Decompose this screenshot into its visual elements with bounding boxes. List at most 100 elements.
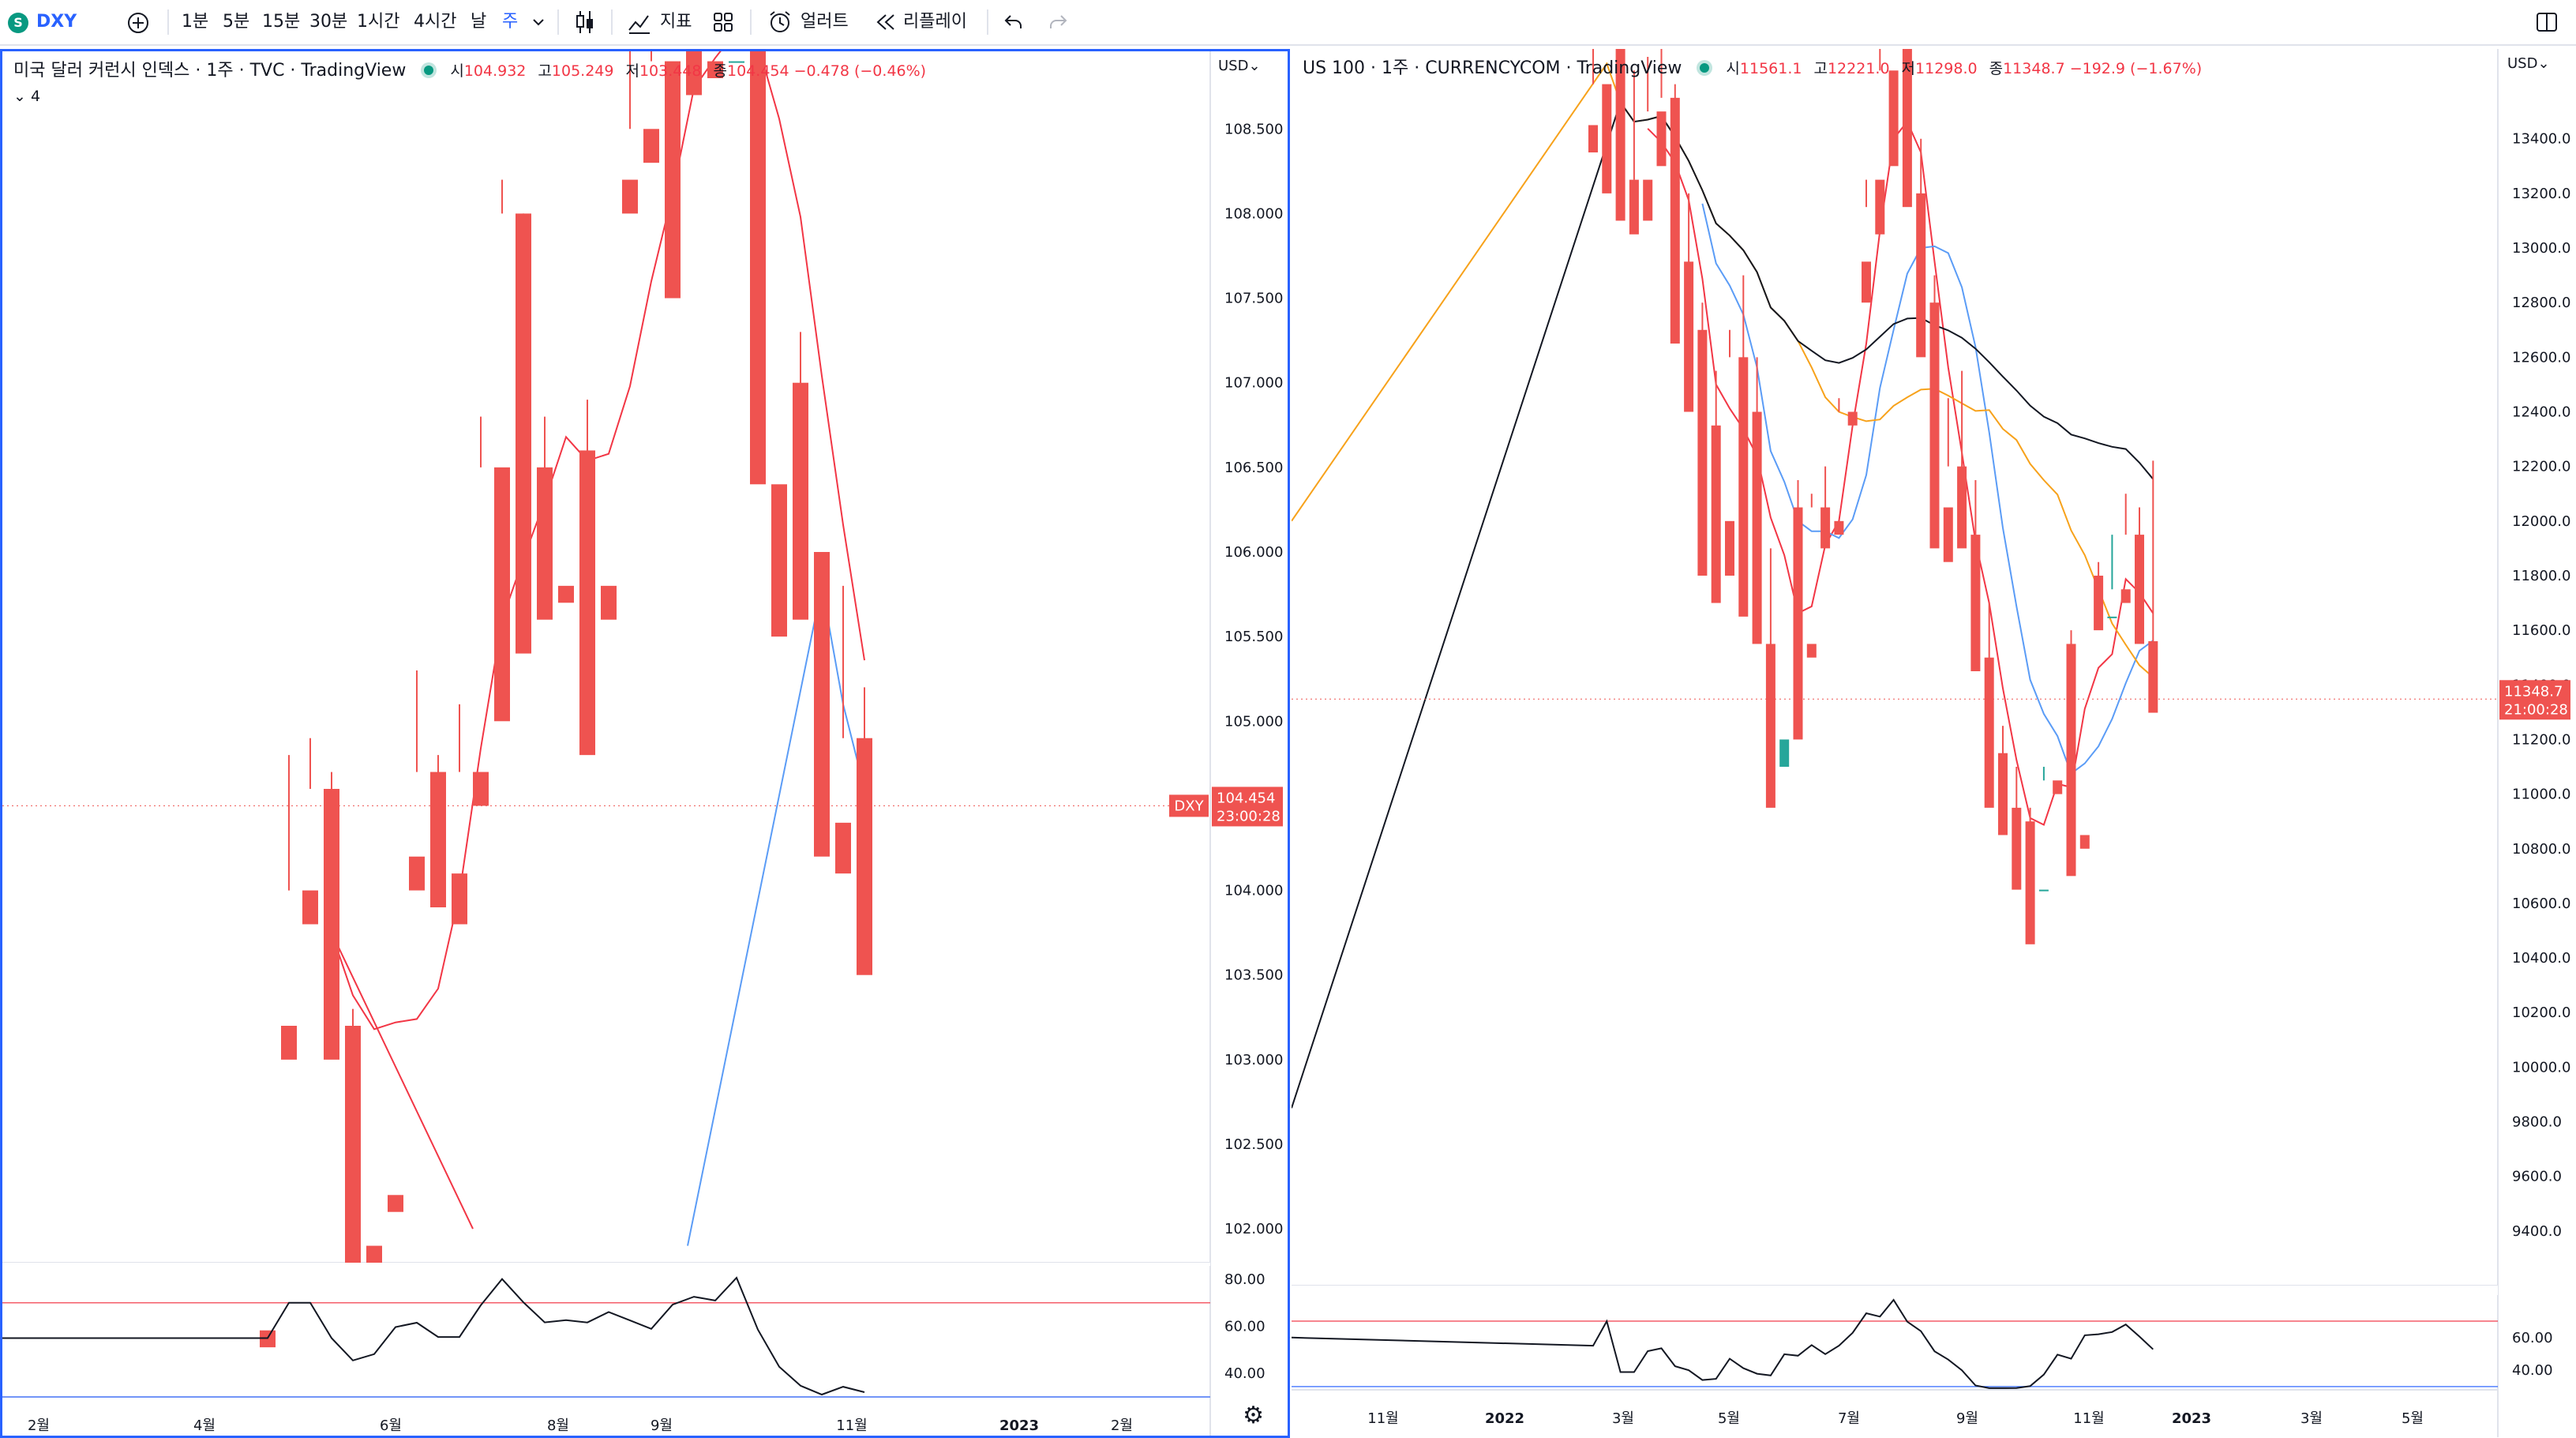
price-tick-label: 10200.0 <box>2512 1004 2570 1021</box>
candle-body <box>1738 357 1749 617</box>
time-tick-label: 6월 <box>380 1417 402 1434</box>
price-tick-label: 10400.0 <box>2512 950 2570 967</box>
split-layout-icon[interactable] <box>2536 11 2558 33</box>
price-tick-label: 108.500 <box>1224 121 1283 137</box>
interval-4h-button[interactable]: 4시간 <box>414 12 457 32</box>
market-open-status-icon <box>1700 63 1710 73</box>
candle-body <box>729 61 744 63</box>
ohlc-close-value: 104.454 −0.478 (−0.46%) <box>727 62 927 80</box>
interval-30m-button[interactable]: 30분 <box>309 12 348 32</box>
price-tick-label: 102.000 <box>1224 1221 1283 1237</box>
candle-body <box>1725 520 1734 576</box>
ohlc-key: 시 <box>450 62 464 80</box>
interval-15m-button[interactable]: 15분 <box>262 12 301 32</box>
replay-button[interactable]: 리플레이 <box>903 12 967 32</box>
alarm-clock-icon[interactable] <box>767 9 793 35</box>
time-tick-label: 9월 <box>1956 1410 1978 1427</box>
candle-type-icon[interactable] <box>573 9 597 35</box>
candle-body <box>1615 49 1625 221</box>
candle-body <box>1779 739 1790 768</box>
candle-body <box>2025 821 2035 944</box>
chart-pane-dxy[interactable]: 108.500 108.000 107.500 107.000 106.500 106.0… <box>0 49 1290 1438</box>
time-tick-label: 2022 <box>1485 1410 1524 1427</box>
candle-body <box>1684 261 1694 412</box>
replay-icon[interactable] <box>875 13 897 32</box>
symbol-logo-icon: S <box>8 13 28 33</box>
compare-add-icon[interactable] <box>126 11 150 35</box>
price-tick-label: 9400.0 <box>2512 1223 2562 1240</box>
candle-body <box>1588 125 1598 153</box>
oscillator-tick-label: 60.00 <box>1224 1319 1266 1335</box>
candle-body <box>1806 644 1817 658</box>
top-toolbar: S DXY 1분 5분 15분 30분 1시간 4시간 날 주 지표 <box>0 0 2576 46</box>
price-tick-label: 105.000 <box>1224 713 1283 730</box>
chart-pane-us100[interactable]: 13400.0 13200.0 13000.0 12800.0 12600.0 12400… <box>1292 49 2576 1438</box>
candle-body <box>686 51 702 96</box>
candle-body <box>430 772 446 907</box>
candle-body <box>665 61 681 298</box>
rsi-line <box>2 1276 865 1396</box>
moving-average-line <box>1701 203 2154 775</box>
indicators-button[interactable]: 지표 <box>660 12 692 32</box>
chevron-down-icon[interactable] <box>532 17 545 28</box>
us100-legend: US 100 · 1주 · CURRENCYCOM · TradingView … <box>1303 57 2208 81</box>
redo-icon[interactable] <box>1047 13 1069 32</box>
interval-1h-button[interactable]: 1시간 <box>357 12 400 32</box>
price-tick-label: 11000.0 <box>2512 787 2570 803</box>
time-tick-label: 11월 <box>2073 1410 2104 1427</box>
time-tick-label: 11월 <box>1367 1410 1398 1427</box>
candle-body <box>2038 889 2049 892</box>
price-tick-label: 9800.0 <box>2512 1114 2562 1131</box>
price-tick-label: 13200.0 <box>2512 186 2570 202</box>
indicator-count: 4 <box>30 88 41 105</box>
candle-body <box>1902 49 1912 208</box>
time-tick-label: 4월 <box>193 1417 216 1434</box>
oscillator-tick-label: 40.00 <box>1224 1365 1266 1382</box>
candle-body <box>452 873 467 925</box>
us100-chart-title: US 100 · 1주 · CURRENCYCOM · TradingView <box>1303 58 1682 78</box>
interval-1d-button[interactable]: 날 <box>471 12 487 32</box>
time-tick-label: 8월 <box>547 1417 569 1434</box>
price-tick-label: 103.500 <box>1224 967 1283 984</box>
candle-body <box>516 213 531 654</box>
time-tick-label: 3월 <box>2300 1410 2323 1427</box>
indicators-collapse-toggle[interactable]: ⌄ 4 <box>13 88 40 105</box>
time-tick-label: 7월 <box>1838 1410 1860 1427</box>
dxy-chart-canvas[interactable]: 108.500 108.000 107.500 107.000 106.500 106.0… <box>2 51 1288 1436</box>
pane-gap <box>2 1263 1210 1266</box>
toolbar-divider <box>987 9 988 35</box>
candle-body <box>1998 753 2008 835</box>
interval-1w-button[interactable]: 주 <box>502 12 519 32</box>
price-tick-label: 107.500 <box>1224 291 1283 307</box>
layout-grid-icon[interactable] <box>712 11 734 33</box>
ohlc-key: 저 <box>625 62 639 80</box>
currency-selector[interactable]: USD⌄ <box>2507 55 2550 72</box>
price-tick-label: 108.000 <box>1224 205 1283 222</box>
candle-body <box>771 484 787 637</box>
price-tick-label: 12600.0 <box>2512 349 2570 366</box>
last-price-value: 11348.7 <box>2504 683 2563 700</box>
settings-gear-icon[interactable]: ⚙ <box>1243 1402 1264 1429</box>
bar-countdown: 21:00:28 <box>2504 701 2568 718</box>
candle-body <box>494 467 510 722</box>
candle-body <box>1957 466 1967 549</box>
price-tick-label: 10800.0 <box>2512 841 2570 858</box>
candle-body <box>1984 657 1994 808</box>
candle-body <box>643 129 659 163</box>
toolbar-divider <box>167 9 169 35</box>
ohlc-open-value: 104.932 <box>463 62 527 80</box>
price-tick-label: 11200.0 <box>2512 731 2570 748</box>
time-tick-label: 5월 <box>1718 1410 1740 1427</box>
ohlc-key: 고 <box>538 62 552 80</box>
undo-icon[interactable] <box>1003 13 1025 32</box>
currency-selector[interactable]: USD⌄ <box>1218 58 1261 74</box>
alert-button[interactable]: 얼러트 <box>801 12 849 32</box>
indicators-icon[interactable] <box>627 9 652 35</box>
interval-5m-button[interactable]: 5분 <box>223 12 250 32</box>
candle-body <box>1929 302 1940 549</box>
time-tick-label: 2023 <box>2172 1410 2211 1427</box>
symbol-search-button[interactable]: DXY <box>36 12 77 32</box>
candle-body <box>1943 507 1953 562</box>
us100-chart-canvas[interactable]: 13400.0 13200.0 13000.0 12800.0 12600.0 12400… <box>1292 49 2576 1438</box>
interval-1m-button[interactable]: 1분 <box>182 12 209 32</box>
